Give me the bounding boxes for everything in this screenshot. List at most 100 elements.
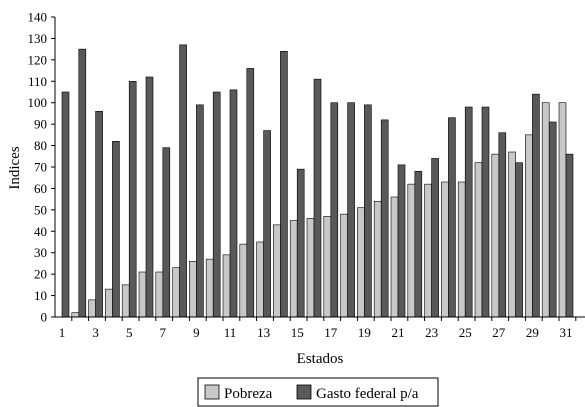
y-tick-label: 70 — [34, 160, 47, 175]
y-tick-label: 120 — [28, 52, 48, 67]
bar-pobreza-4 — [105, 288, 113, 318]
bar-pobreza-11 — [222, 254, 231, 318]
y-tick-label: 130 — [28, 31, 48, 46]
bar-pobreza-9 — [189, 260, 197, 318]
x-tick-label: 11 — [224, 325, 237, 340]
bar-gasto-federal-12 — [246, 68, 255, 318]
bar-gasto-federal-16 — [313, 78, 322, 318]
x-tick-label: 29 — [526, 325, 539, 340]
bar-gasto-federal-15 — [296, 168, 305, 318]
y-tick-label: 40 — [34, 224, 47, 239]
bar-pobreza-7 — [155, 271, 164, 318]
legend: Pobreza Gasto federal p/a — [197, 377, 439, 407]
bar-gasto-federal-8 — [179, 44, 187, 318]
bar-gasto-federal-13 — [263, 130, 271, 318]
bar-pobreza-3 — [88, 299, 96, 318]
y-tick-label: 20 — [34, 267, 47, 282]
y-axis-label: Indices — [7, 146, 23, 189]
x-tick-label: 19 — [358, 325, 371, 340]
bar-gasto-federal-24 — [448, 117, 456, 318]
x-tick-label: 5 — [126, 325, 133, 340]
bar-gasto-federal-20 — [380, 119, 389, 318]
bar-gasto-federal-26 — [481, 106, 490, 318]
y-tick-label: 30 — [34, 245, 47, 260]
bar-gasto-federal-1 — [61, 91, 70, 318]
y-tick-label: 100 — [28, 95, 48, 110]
bar-pobreza-6 — [138, 271, 147, 318]
bar-pobreza-23 — [424, 183, 432, 318]
legend-label-pobreza: Pobreza — [224, 386, 273, 402]
bar-gasto-federal-10 — [212, 91, 221, 318]
x-tick-label: 13 — [257, 325, 270, 340]
bar-gasto-federal-3 — [95, 110, 103, 318]
bars-group — [61, 44, 574, 318]
x-tick-label: 1 — [59, 325, 66, 340]
bar-gasto-federal-5 — [128, 80, 137, 318]
y-tick-label: 60 — [34, 181, 47, 196]
bar-gasto-federal-14 — [280, 50, 288, 318]
y-tick-label: 50 — [34, 202, 47, 217]
bar-pobreza-28 — [508, 151, 516, 318]
bar-pobreza-12 — [239, 243, 248, 318]
bar-pobreza-24 — [441, 181, 449, 318]
bar-pobreza-17 — [323, 215, 332, 318]
bar-pobreza-20 — [373, 200, 382, 318]
bar-pobreza-26 — [474, 162, 483, 318]
bar-gasto-federal-23 — [431, 158, 439, 318]
x-tick-label: 21 — [392, 325, 405, 340]
bar-pobreza-22 — [407, 183, 416, 318]
bar-pobreza-19 — [357, 207, 365, 318]
bar-pobreza-2 — [71, 312, 80, 318]
x-tick-label: 9 — [193, 325, 200, 340]
bar-pobreza-27 — [491, 153, 500, 318]
x-tick-label: 3 — [92, 325, 99, 340]
bar-pobreza-18 — [340, 213, 348, 318]
bar-pobreza-29 — [525, 134, 533, 318]
bar-pobreza-25 — [457, 181, 466, 318]
bar-gasto-federal-25 — [464, 106, 473, 318]
bar-gasto-federal-22 — [414, 170, 423, 318]
bar-pobreza-14 — [273, 224, 281, 318]
bar-gasto-federal-19 — [364, 104, 372, 318]
x-tick-label: 31 — [560, 325, 573, 340]
legend-box — [197, 377, 439, 407]
x-tick-label: 25 — [459, 325, 472, 340]
x-tick-label: 27 — [492, 325, 506, 340]
bar-gasto-federal-17 — [330, 102, 339, 318]
bar-gasto-federal-31 — [565, 153, 574, 318]
x-axis-label: Estados — [297, 351, 344, 367]
bar-pobreza-8 — [172, 267, 180, 318]
y-tick-label: 90 — [34, 117, 47, 132]
bar-gasto-federal-30 — [548, 121, 557, 318]
bar-pobreza-30 — [541, 102, 550, 318]
bar-gasto-federal-9 — [196, 104, 204, 318]
y-tick-label: 0 — [41, 310, 48, 325]
bar-pobreza-15 — [289, 220, 298, 318]
bar-gasto-federal-27 — [498, 132, 507, 318]
bar-pobreza-13 — [256, 241, 264, 318]
y-tick-label: 10 — [34, 288, 47, 303]
x-tick-label: 23 — [425, 325, 438, 340]
x-tick-label: 15 — [291, 325, 304, 340]
bar-gasto-federal-7 — [162, 147, 171, 318]
bar-gasto-federal-29 — [532, 93, 540, 318]
bar-gasto-federal-11 — [229, 89, 238, 318]
bar-gasto-federal-4 — [112, 140, 120, 318]
bar-pobreza-10 — [205, 258, 214, 318]
legend-label-gasto-federal: Gasto federal p/a — [316, 386, 419, 402]
y-tick-label: 80 — [34, 138, 47, 153]
bar-gasto-federal-21 — [397, 164, 406, 318]
x-tick-label: 7 — [160, 325, 167, 340]
bar-gasto-federal-2 — [78, 48, 87, 318]
y-ticks-group: 0 10 20 30 40 50 60 70 80 90 100 110 120 130 140 — [28, 10, 55, 325]
legend-swatch-pobreza — [204, 384, 220, 400]
legend-swatch-gasto-federal — [296, 384, 312, 400]
y-tick-label: 110 — [28, 74, 47, 89]
y-tick-label: 140 — [28, 10, 48, 25]
bar-gasto-federal-18 — [347, 102, 355, 318]
bar-pobreza-16 — [306, 218, 315, 318]
bar-gasto-federal-28 — [515, 162, 523, 318]
bar-pobreza-31 — [558, 102, 567, 318]
x-tick-label: 17 — [324, 325, 338, 340]
